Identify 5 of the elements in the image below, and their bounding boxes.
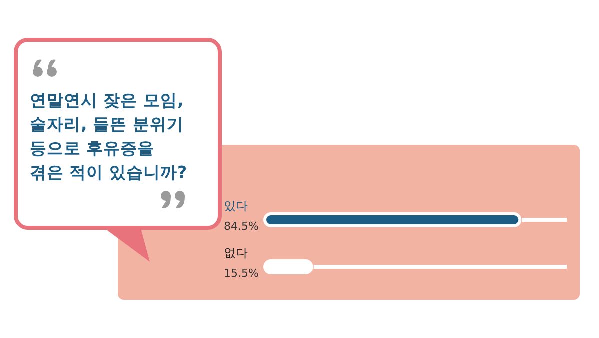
data-label: 15.5% bbox=[224, 267, 259, 280]
text: 연말연시 잦은 모임, 술자리, 들뜬 분위기 등으로 후유증을 겪은 적이 있습니까? bbox=[30, 91, 188, 182]
data-label: 84.5% bbox=[224, 220, 259, 233]
y-tick-label: 있다 bbox=[224, 199, 248, 213]
y-tick-label: 없다 bbox=[224, 246, 248, 260]
